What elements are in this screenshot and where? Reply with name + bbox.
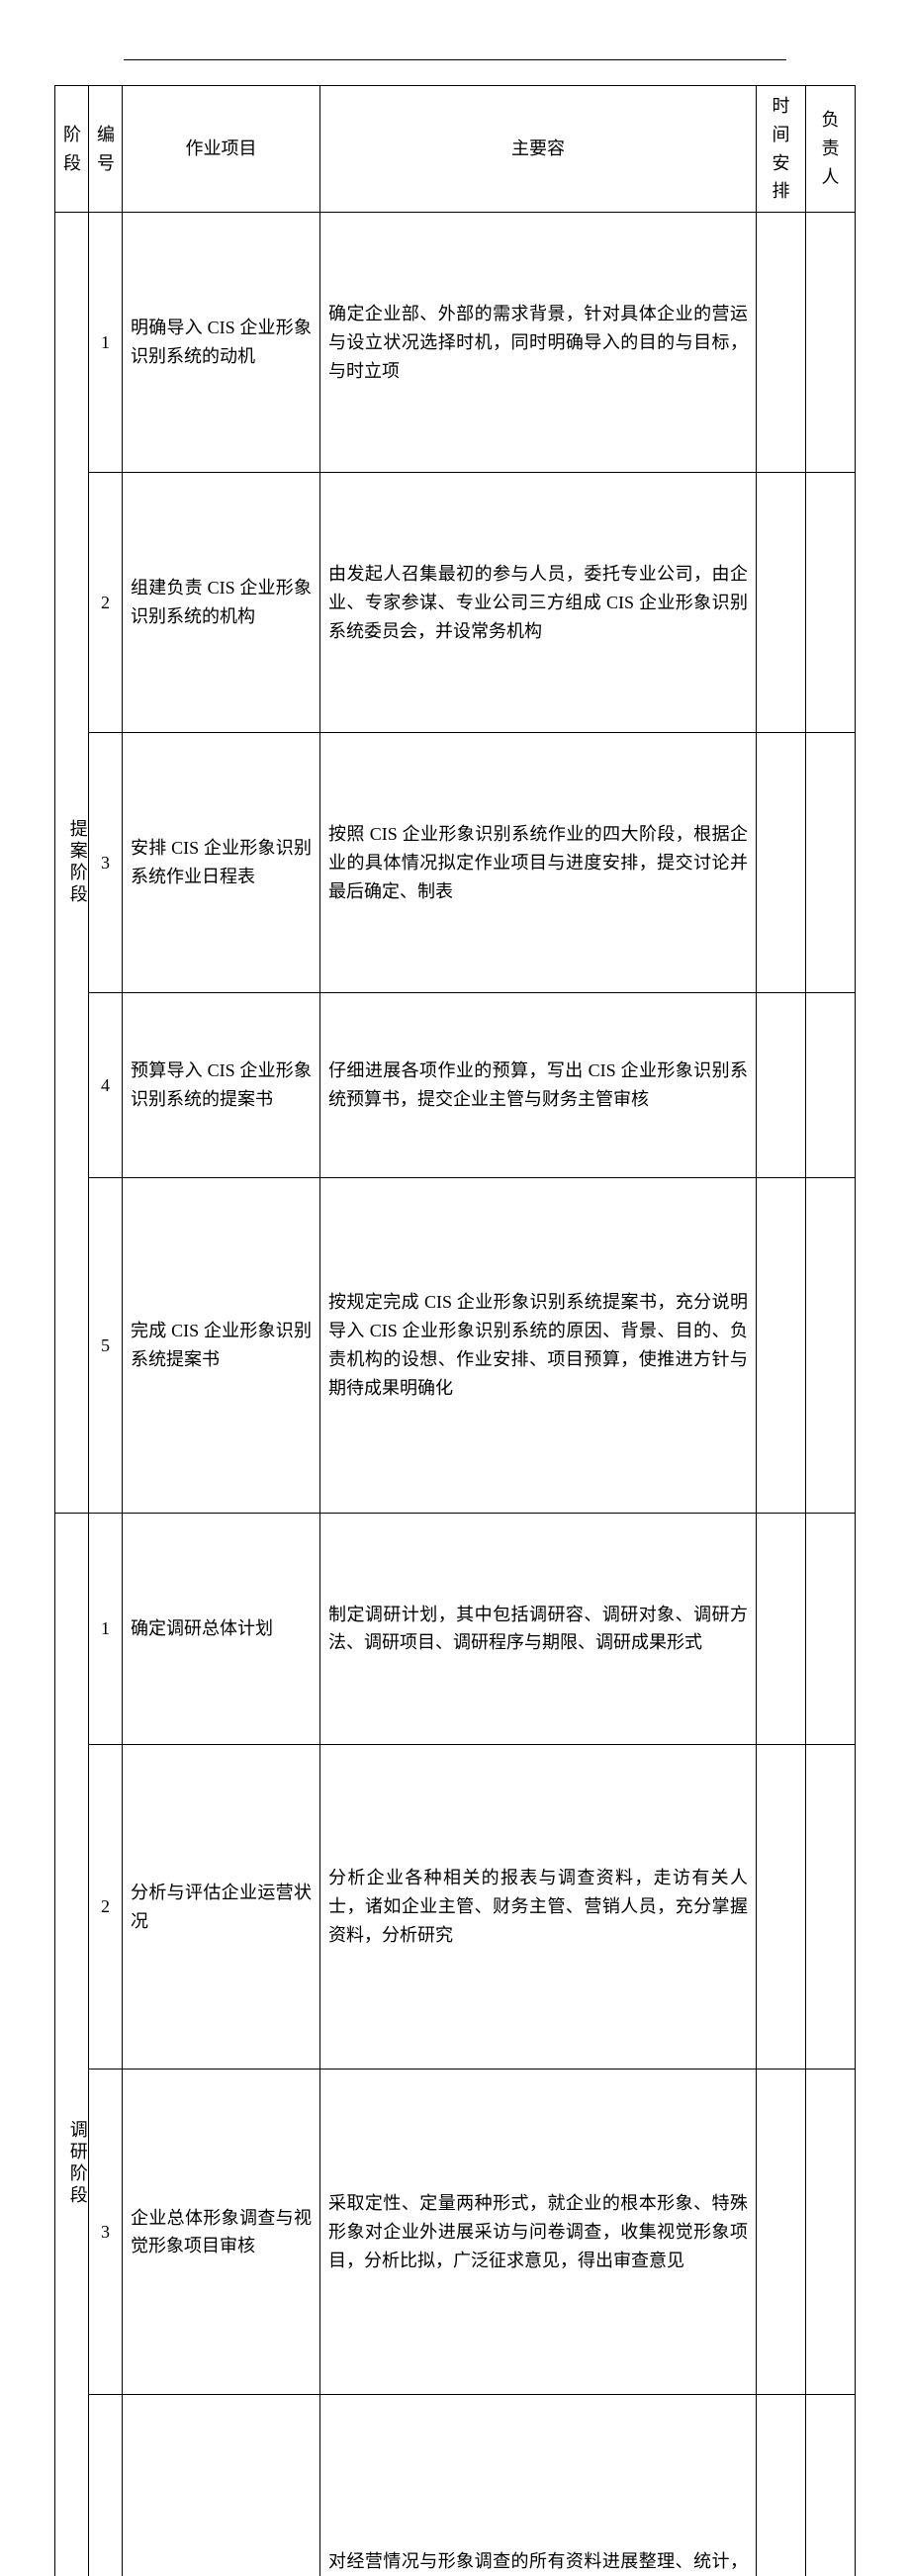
time-cell [757, 473, 806, 733]
num-cell: 4 [89, 993, 123, 1178]
num-cell: 3 [89, 2070, 123, 2395]
num-cell: 1 [89, 1514, 123, 1744]
owner-cell [806, 993, 856, 1178]
table-row: 2组建负责 CIS 企业形象识别系统的机构由发起人召集最初的参与人员，委托专业公… [55, 473, 856, 733]
content-cell: 采取定性、定量两种形式，就企业的根本形象、特殊形象对企业外进展采访与问卷调查，收… [320, 2070, 757, 2395]
time-cell [757, 993, 806, 1178]
table-header-row: 阶段 编号 作业项目 主要容 时间安排 负责人 [55, 86, 856, 213]
stage-cell: 调研阶段 [55, 1514, 89, 2576]
content-cell: 按规定完成 CIS 企业形象识别系统提案书，充分说明导入 CIS 企业形象识别系… [320, 1177, 757, 1513]
stage-label: 调研阶段 [63, 1519, 92, 2576]
th-owner: 负责人 [806, 86, 856, 213]
content-cell: 分析企业各种相关的报表与调查资料，走访有关人士，诸如企业主管、财务主管、营销人员… [320, 1744, 757, 2070]
owner-cell [806, 1744, 856, 2070]
table-row: 3企业总体形象调查与视觉形象项目审核采取定性、定量两种形式，就企业的根本形象、特… [55, 2070, 856, 2395]
stage-cell: 提案阶段 [55, 213, 89, 1514]
task-cell: 分析与评估企业运营状况 [123, 1744, 320, 2070]
owner-cell [806, 2070, 856, 2395]
content-cell: 仔细进展各项作业的预算，写出 CIS 企业形象识别系统预算书，提交企业主管与财务… [320, 993, 757, 1178]
num-cell: 5 [89, 1177, 123, 1513]
content-cell: 按照 CIS 企业形象识别系统作业的四大阶段，根据企业的具体情况拟定作业项目与进… [320, 733, 757, 993]
th-time: 时间安排 [757, 86, 806, 213]
time-cell [757, 1514, 806, 1744]
num-cell: 2 [89, 1744, 123, 2070]
stage-label: 提案阶段 [63, 219, 92, 1507]
owner-cell [806, 473, 856, 733]
task-cell: 调查资料的分析与研究 [123, 2395, 320, 2576]
th-task: 作业项目 [123, 86, 320, 213]
content-cell: 由发起人召集最初的参与人员，委托专业公司，由企业、专家参谋、专业公司三方组成 C… [320, 473, 757, 733]
header-rule [124, 59, 786, 60]
time-cell [757, 1744, 806, 2070]
table-row: 4预算导入 CIS 企业形象识别系统的提案书仔细进展各项作业的预算，写出 CIS… [55, 993, 856, 1178]
cis-plan-table: 阶段 编号 作业项目 主要容 时间安排 负责人 提案阶段1明确导入 CIS 企业… [54, 85, 856, 2576]
th-stage: 阶段 [55, 86, 89, 213]
table-row: 调研阶段1确定调研总体计划制定调研计划，其中包括调研容、调研对象、调研方法、调研… [55, 1514, 856, 1744]
table-row: 提案阶段1明确导入 CIS 企业形象识别系统的动机确定企业部、外部的需求背景，针… [55, 213, 856, 473]
time-cell [757, 213, 806, 473]
content-cell: 确定企业部、外部的需求背景，针对具体企业的营运与设立状况选择时机，同时明确导入的… [320, 213, 757, 473]
th-num: 编号 [89, 86, 123, 213]
num-cell: 3 [89, 733, 123, 993]
owner-cell [806, 1514, 856, 1744]
time-cell [757, 1177, 806, 1513]
task-cell: 企业总体形象调查与视觉形象项目审核 [123, 2070, 320, 2395]
time-cell [757, 2395, 806, 2576]
content-cell: 制定调研计划，其中包括调研容、调研对象、调研方法、调研项目、调研程序与期限、调研… [320, 1514, 757, 1744]
content-cell: 对经营情况与形象调查的所有资料进展整理、统计，对企业经营实态与形象建立现状做综合… [320, 2395, 757, 2576]
owner-cell [806, 213, 856, 473]
num-cell: 1 [89, 213, 123, 473]
owner-cell [806, 733, 856, 993]
owner-cell [806, 2395, 856, 2576]
table-row: 2分析与评估企业运营状况分析企业各种相关的报表与调查资料，走访有关人士，诸如企业… [55, 1744, 856, 2070]
table-row: 5完成 CIS 企业形象识别系统提案书按规定完成 CIS 企业形象识别系统提案书… [55, 1177, 856, 1513]
owner-cell [806, 1177, 856, 1513]
time-cell [757, 733, 806, 993]
task-cell: 预算导入 CIS 企业形象识别系统的提案书 [123, 993, 320, 1178]
table-row: 4调查资料的分析与研究对经营情况与形象调查的所有资料进展整理、统计，对企业经营实… [55, 2395, 856, 2576]
task-cell: 组建负责 CIS 企业形象识别系统的机构 [123, 473, 320, 733]
task-cell: 明确导入 CIS 企业形象识别系统的动机 [123, 213, 320, 473]
task-cell: 确定调研总体计划 [123, 1514, 320, 1744]
table-body: 提案阶段1明确导入 CIS 企业形象识别系统的动机确定企业部、外部的需求背景，针… [55, 213, 856, 2576]
task-cell: 完成 CIS 企业形象识别系统提案书 [123, 1177, 320, 1513]
num-cell: 4 [89, 2395, 123, 2576]
task-cell: 安排 CIS 企业形象识别系统作业日程表 [123, 733, 320, 993]
table-row: 3安排 CIS 企业形象识别系统作业日程表按照 CIS 企业形象识别系统作业的四… [55, 733, 856, 993]
th-content: 主要容 [320, 86, 757, 213]
num-cell: 2 [89, 473, 123, 733]
time-cell [757, 2070, 806, 2395]
